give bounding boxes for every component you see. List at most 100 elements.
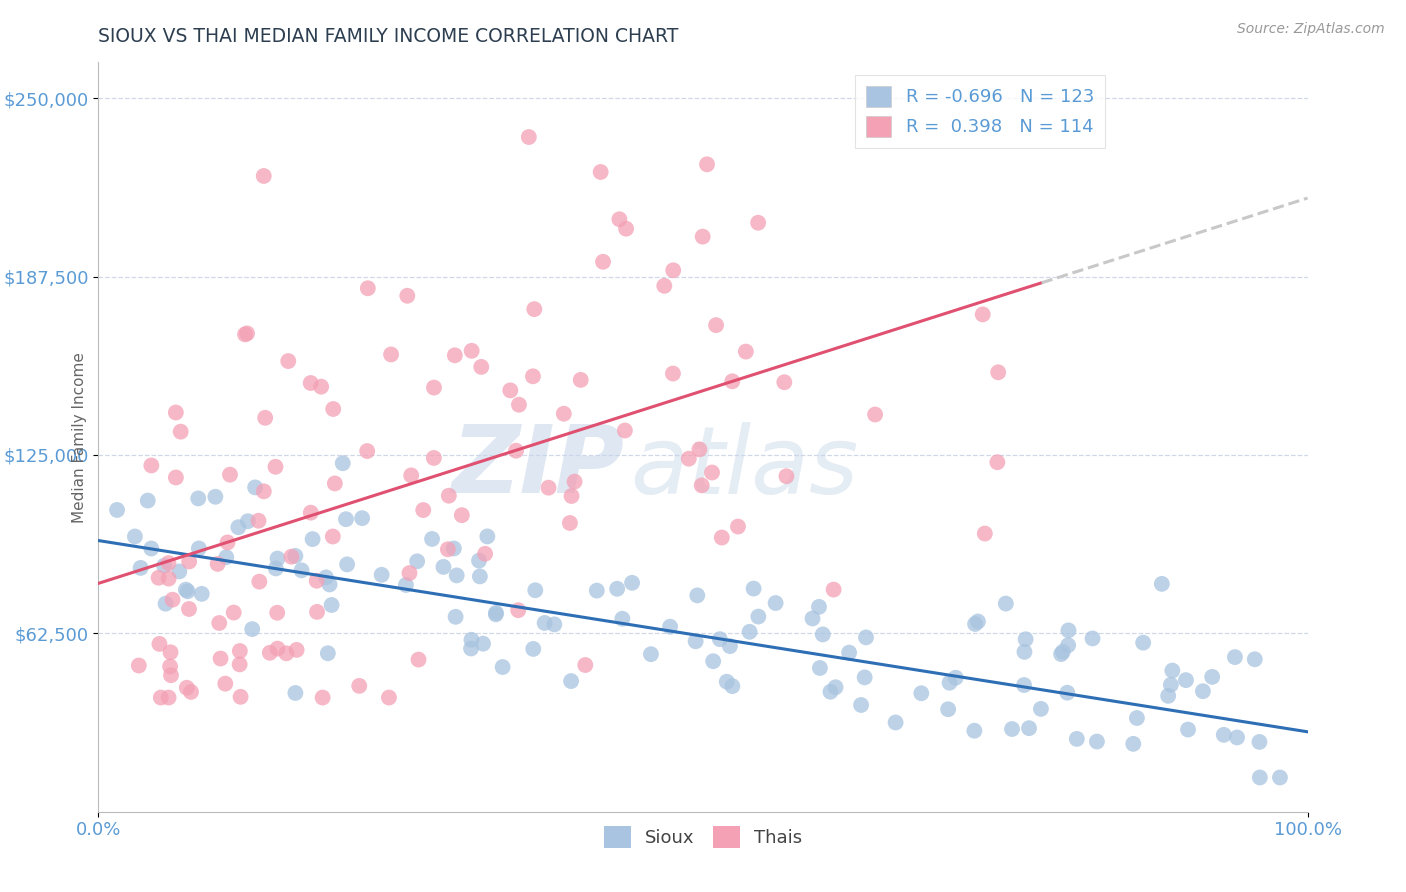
Point [589,165,612,179]
Point [945,671,967,685]
Point [228,657,250,672]
Point [177,602,200,616]
Point [276,646,298,660]
Point [136,493,159,508]
Point [335,512,357,526]
Point [446,568,468,582]
Point [253,169,276,183]
Point [408,652,430,666]
Point [863,408,886,422]
Point [236,514,259,528]
Point [357,281,380,295]
Point [491,660,513,674]
Point [700,466,723,480]
Point [474,547,496,561]
Point [264,459,287,474]
Point [141,458,163,473]
Point [236,326,259,341]
Point [508,398,530,412]
Point [460,632,482,647]
Point [321,598,343,612]
Point [1057,624,1080,638]
Point [747,609,769,624]
Point [207,557,229,571]
Point [380,347,402,361]
Point [1161,664,1184,678]
Point [1012,678,1035,692]
Point [316,646,339,660]
Point [1029,702,1052,716]
Point [222,606,245,620]
Point [824,680,846,694]
Point [284,549,307,563]
Point [972,307,994,321]
Point [176,584,198,599]
Point [718,639,741,653]
Point [574,658,596,673]
Point [160,668,183,682]
Text: atlas: atlas [630,422,859,513]
Point [765,596,787,610]
Point [247,514,270,528]
Point [614,221,637,235]
Point [412,503,434,517]
Point [1066,731,1088,746]
Point [155,597,177,611]
Point [973,526,995,541]
Point [734,344,756,359]
Text: Source: ZipAtlas.com: Source: ZipAtlas.com [1237,22,1385,37]
Point [240,622,263,636]
Point [247,574,270,589]
Point [569,373,592,387]
Point [505,443,527,458]
Point [174,582,197,597]
Point [311,690,333,705]
Point [709,632,731,647]
Point [299,376,322,390]
Point [290,563,312,577]
Point [187,491,209,506]
Point [1157,689,1180,703]
Y-axis label: Median Family Income: Median Family Income [72,351,87,523]
Point [157,690,180,705]
Point [910,686,932,700]
Point [460,343,482,358]
Point [470,359,492,374]
Point [266,551,288,566]
Point [938,675,960,690]
Point [153,558,176,573]
Point [662,367,685,381]
Point [1057,638,1080,652]
Point [537,481,560,495]
Point [640,647,662,661]
Point [299,506,322,520]
Point [322,402,344,417]
Point [742,582,765,596]
Point [169,565,191,579]
Point [254,410,277,425]
Point [468,553,491,567]
Point [1150,577,1173,591]
Point [217,535,239,549]
Point [564,475,586,489]
Point [747,216,769,230]
Point [472,637,495,651]
Point [823,582,845,597]
Point [277,354,299,368]
Point [1201,670,1223,684]
Point [477,529,499,543]
Point [141,541,163,556]
Point [716,674,738,689]
Point [322,529,344,543]
Point [323,476,346,491]
Point [685,634,707,648]
Point [965,617,987,632]
Point [215,550,238,565]
Point [204,490,226,504]
Point [704,318,727,333]
Point [524,583,547,598]
Point [420,532,443,546]
Point [352,511,374,525]
Point [423,450,446,465]
Point [1160,678,1182,692]
